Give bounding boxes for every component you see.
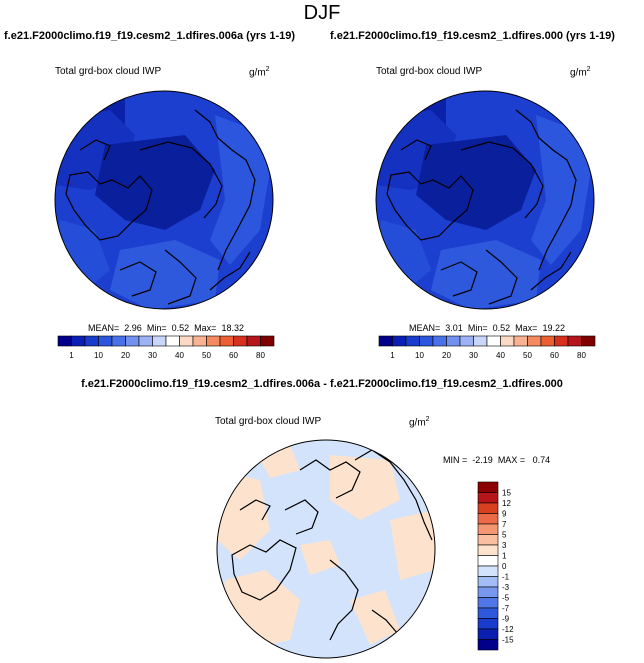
left-colorbar-tick-label: 30 [148, 351, 157, 360]
diff-colorbar-tick-label: -7 [502, 604, 510, 613]
diff-colorbar-swatch [477, 628, 499, 640]
diff-colorbar-swatch [477, 618, 499, 630]
left-case-title: f.e21.F2000climo.f19_f19.cesm2_1.dfires.… [4, 30, 296, 42]
diff-colorbar-tick-label: -3 [502, 583, 510, 592]
left-colorbar-tick-label: 60 [229, 351, 238, 360]
diff-colorbar-swatch [477, 513, 499, 525]
right-colorbar-swatch [459, 335, 474, 347]
diff-colorbar-tick-label: -5 [502, 594, 510, 603]
left-colorbar-swatch [165, 335, 180, 347]
diff-colorbar-swatch [477, 555, 499, 567]
right-colorbar-swatch [486, 335, 501, 347]
left-colorbar-swatch [246, 335, 261, 347]
right-colorbar-swatch [527, 335, 542, 347]
right-colorbar-tick-label: 30 [469, 351, 478, 360]
left-colorbar-swatch [138, 335, 153, 347]
diff-colorbar-tick-label: -9 [502, 615, 510, 624]
right-colorbar-swatch [513, 335, 528, 347]
diff-colorbar-tick-label: 7 [502, 520, 507, 529]
diff-colorbar-tick-label: 5 [502, 531, 507, 540]
right-colorbar-tick-label: 20 [442, 351, 451, 360]
diff-colorbar-swatch [477, 523, 499, 535]
left-units-label: g/m2 [249, 66, 270, 79]
diff-colorbar-swatch [477, 565, 499, 577]
left-colorbar-swatch [57, 335, 72, 347]
right-case-title: f.e21.F2000climo.f19_f19.cesm2_1.dfires.… [330, 30, 615, 42]
right-colorbar-swatch [378, 335, 393, 347]
right-colorbar: 1 10 20 30 40 50 60 80 [378, 335, 596, 360]
right-stats: MEAN= 3.01 Min= 0.52 Max= 19.22 [409, 323, 565, 333]
right-colorbar-tick-label: 10 [415, 351, 424, 360]
diff-colorbar-swatch [477, 544, 499, 556]
right-colorbar-swatch [540, 335, 555, 347]
left-stats: MEAN= 2.96 Min= 0.52 Max= 18.32 [88, 323, 244, 333]
right-colorbar-swatch [392, 335, 407, 347]
right-colorbar-swatch [581, 335, 596, 347]
diff-polar-map [217, 440, 435, 658]
left-colorbar-swatch [111, 335, 126, 347]
diff-units-label: g/m2 [409, 416, 430, 429]
right-colorbar-tick-label: 1 [390, 351, 395, 360]
left-colorbar-swatch [192, 335, 207, 347]
right-colorbar-tick-label: 80 [577, 351, 586, 360]
left-colorbar-swatch [233, 335, 248, 347]
left-colorbar-swatch [71, 335, 86, 347]
diff-colorbar-swatch [477, 481, 499, 493]
left-colorbar-tick-label: 20 [121, 351, 130, 360]
left-colorbar-swatch [260, 335, 275, 347]
left-variable-label: Total grd-box cloud IWP [55, 66, 162, 77]
diff-colorbar-tick-label: 9 [502, 510, 507, 519]
diff-colorbar-tick-label: -15 [502, 636, 514, 645]
left-colorbar-swatch [219, 335, 234, 347]
diff-colorbar-swatch [477, 576, 499, 588]
right-colorbar-swatch [473, 335, 488, 347]
diff-colorbar-swatch [477, 607, 499, 619]
right-colorbar-swatch [567, 335, 582, 347]
diff-colorbar-swatch [477, 534, 499, 546]
left-colorbar-swatch [206, 335, 221, 347]
diff-colorbar-tick-label: 1 [502, 552, 507, 561]
right-colorbar-swatch [446, 335, 461, 347]
diff-colorbar-tick-label: 12 [502, 499, 511, 508]
diff-case-title: f.e21.F2000climo.f19_f19.cesm2_1.dfires.… [81, 378, 563, 390]
diff-stats: MIN = -2.19 MAX = 0.74 [443, 455, 551, 465]
right-colorbar-tick-label: 60 [550, 351, 559, 360]
right-colorbar-swatch [432, 335, 447, 347]
left-colorbar-tick-label: 40 [175, 351, 184, 360]
diff-colorbar-swatch [477, 502, 499, 514]
diff-colorbar-swatch [477, 586, 499, 598]
left-colorbar-tick-label: 50 [202, 351, 211, 360]
left-colorbar: 1 10 20 30 40 50 60 80 [57, 335, 275, 360]
right-colorbar-tick-label: 50 [523, 351, 532, 360]
figure-title: DJF [303, 2, 341, 24]
right-colorbar-tick-label: 40 [496, 351, 505, 360]
diff-colorbar-tick-label: -1 [502, 573, 510, 582]
left-colorbar-tick-label: 80 [256, 351, 265, 360]
diff-colorbar-tick-label: 3 [502, 541, 507, 550]
diff-colorbar-swatch [477, 597, 499, 609]
left-colorbar-swatch [125, 335, 140, 347]
left-colorbar-swatch [152, 335, 167, 347]
left-colorbar-swatch [98, 335, 113, 347]
diff-variable-label: Total grd-box cloud IWP [215, 416, 322, 427]
left-colorbar-tick-label: 10 [94, 351, 103, 360]
left-colorbar-swatch [84, 335, 99, 347]
diff-colorbar-tick-label: 0 [502, 562, 507, 571]
right-colorbar-swatch [500, 335, 515, 347]
right-variable-label: Total grd-box cloud IWP [376, 66, 483, 77]
left-colorbar-tick-label: 1 [69, 351, 74, 360]
right-colorbar-swatch [419, 335, 434, 347]
left-polar-map [55, 91, 273, 309]
diff-colorbar-swatch [477, 492, 499, 504]
left-colorbar-swatch [179, 335, 194, 347]
diff-colorbar-swatch [477, 639, 499, 651]
right-units-label: g/m2 [570, 66, 591, 79]
diff-colorbar-tick-label: -12 [502, 625, 514, 634]
diff-colorbar-tick-label: 15 [502, 489, 511, 498]
right-colorbar-swatch [554, 335, 569, 347]
right-colorbar-swatch [405, 335, 420, 347]
